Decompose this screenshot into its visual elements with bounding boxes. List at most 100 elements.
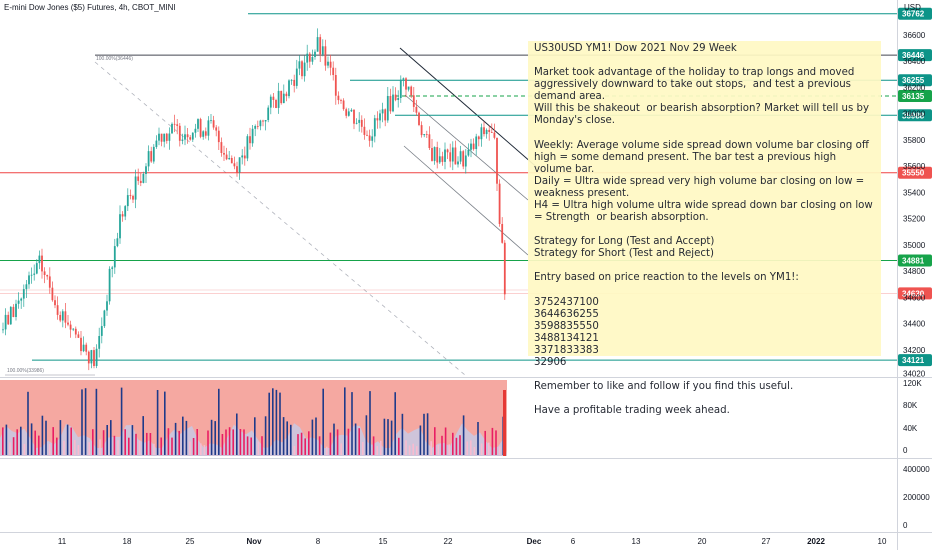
volume-bar — [423, 413, 425, 455]
volume-bar — [250, 437, 252, 455]
candle-body — [119, 214, 121, 239]
candle-body — [496, 137, 498, 184]
candle-body — [392, 94, 394, 112]
level-value: 36255 — [566, 308, 599, 320]
candle-body — [194, 128, 197, 133]
volume-bar — [495, 430, 497, 455]
candle-body — [480, 127, 483, 140]
candle-body — [7, 314, 10, 325]
candle-body — [381, 109, 384, 114]
volume-bar — [5, 424, 8, 455]
candle-body — [124, 206, 127, 217]
price-tick-label: 34200 — [903, 346, 926, 355]
volume-bar — [264, 416, 267, 455]
candle-body — [319, 37, 322, 55]
candle-body — [329, 61, 332, 68]
volume-bar — [286, 421, 288, 455]
volume-bar — [214, 421, 216, 455]
candle-body — [438, 156, 441, 163]
lower-tick-label: 400000 — [903, 465, 930, 474]
candle-body — [366, 134, 368, 136]
candle-body — [48, 276, 51, 288]
price-label-text: 36762 — [902, 10, 925, 19]
candle-body — [220, 142, 223, 153]
volume-bar — [387, 419, 389, 455]
candle-body — [28, 275, 30, 285]
volume-bar — [401, 413, 404, 455]
volume-bar — [419, 425, 422, 455]
candle-body — [459, 151, 462, 162]
volume-bar — [38, 435, 40, 455]
volume-bar — [200, 443, 202, 455]
candle-body — [467, 149, 470, 156]
candle-body — [184, 134, 186, 140]
level-value: 37100 — [566, 296, 599, 308]
volume-bar — [430, 441, 432, 455]
volume-bar — [2, 427, 4, 455]
candle-body — [267, 107, 270, 120]
volume-bar — [142, 416, 144, 455]
volume-bar — [81, 389, 83, 455]
candle-body — [176, 124, 179, 126]
time-tick-label: 11 — [58, 537, 67, 546]
candle-body — [178, 125, 181, 141]
price-tick-label: 36400 — [903, 57, 926, 66]
candle-body — [262, 120, 264, 122]
volume-bar — [354, 423, 357, 455]
price-label-box — [898, 7, 932, 20]
candle-body — [358, 119, 361, 123]
candle-body — [334, 75, 337, 96]
candle-body — [493, 132, 496, 138]
axes: 36600 36400 36200 36000 35800 35600 35400 35200… — [58, 31, 930, 546]
volume-bar — [106, 425, 108, 455]
volume-bar — [156, 390, 159, 455]
volume-bar — [34, 430, 36, 455]
price-label-box — [898, 254, 932, 267]
candle-body — [59, 315, 62, 321]
volume-bar — [92, 429, 94, 455]
volume-bar — [77, 445, 80, 455]
volume-bar — [102, 430, 105, 455]
price-label-text: 36255 — [902, 76, 925, 85]
volume-bar — [426, 413, 429, 455]
volume-bar — [434, 427, 436, 455]
candle-body — [241, 155, 244, 158]
candle-body — [436, 147, 439, 163]
level-value: 34121 — [566, 332, 599, 344]
fib-level-label: 100.00%(33986) — [7, 368, 44, 374]
candles — [2, 28, 506, 371]
price-label-box — [898, 354, 932, 367]
volume-bar — [473, 447, 476, 455]
price-tick-label: 36000 — [903, 110, 926, 119]
candle-body — [405, 78, 407, 90]
candle-body — [233, 163, 236, 167]
candle-body — [30, 274, 33, 276]
volume-bar — [452, 432, 454, 455]
candle-body — [132, 195, 134, 200]
volume-bar — [74, 440, 76, 455]
candle-body — [464, 155, 467, 167]
candle-body — [384, 109, 387, 121]
candle-body — [407, 86, 410, 90]
volume-bar — [20, 426, 22, 455]
analysis-note[interactable]: US30USD YM1! Dow 2021 Nov 29 Week Market… — [528, 41, 881, 416]
candle-body — [158, 133, 160, 141]
volume-bar — [437, 444, 440, 455]
candle-body — [410, 86, 413, 96]
time-tick-label: Nov — [246, 537, 262, 546]
volume-bar — [498, 446, 501, 455]
candle-body — [254, 126, 257, 129]
volume-bar — [333, 423, 335, 455]
volume-bar — [376, 446, 378, 455]
volume-bar — [174, 422, 177, 455]
candle-body — [316, 37, 319, 52]
volume-bar — [340, 443, 342, 455]
candle-body — [202, 131, 205, 137]
candle-body — [264, 120, 267, 122]
candle-body — [483, 127, 485, 135]
level-value: 32906 — [534, 356, 567, 368]
volume-bar — [398, 437, 400, 455]
candle-body — [444, 149, 446, 162]
volume-bar — [293, 446, 296, 455]
